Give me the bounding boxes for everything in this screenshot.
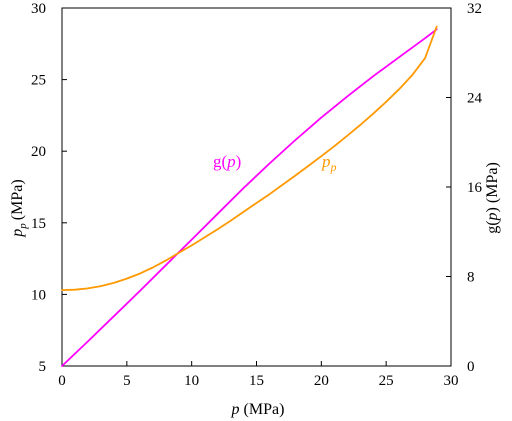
y-right-axis-title: g(p) (MPa) [484, 162, 501, 234]
series-label-pp: pp [321, 152, 337, 174]
y-right-tick-label: 32 [467, 1, 482, 17]
series-line-g [61, 28, 438, 367]
x-tick-label: 25 [379, 373, 394, 389]
y-right-tick-label: 0 [467, 359, 475, 375]
series-label-g: g(p) [213, 152, 241, 171]
y-left-tick-label: 10 [31, 287, 46, 303]
y-right-tick-label: 8 [467, 270, 475, 286]
x-tick-label: 15 [249, 373, 264, 389]
x-tick-label: 0 [58, 373, 66, 389]
x-axis-title: p (MPa) [231, 401, 285, 418]
y-left-tick-label: 5 [39, 359, 47, 375]
y-left-tick-label: 20 [31, 144, 46, 160]
x-tick-label: 20 [314, 373, 329, 389]
x-tick-label: 30 [444, 373, 459, 389]
y-left-tick-label: 30 [31, 1, 46, 17]
plot-area [61, 25, 438, 367]
y-right-tick-label: 16 [467, 180, 483, 196]
y-right-tick-label: 24 [467, 91, 483, 107]
y-left-axis-title: pp(MPa) [9, 179, 29, 237]
x-tick-label: 10 [184, 373, 199, 389]
y-left-tick-label: 25 [31, 73, 46, 89]
x-tick-label: 5 [123, 373, 131, 389]
series-line-pp [61, 25, 438, 292]
y-left-tick-label: 15 [31, 216, 46, 232]
